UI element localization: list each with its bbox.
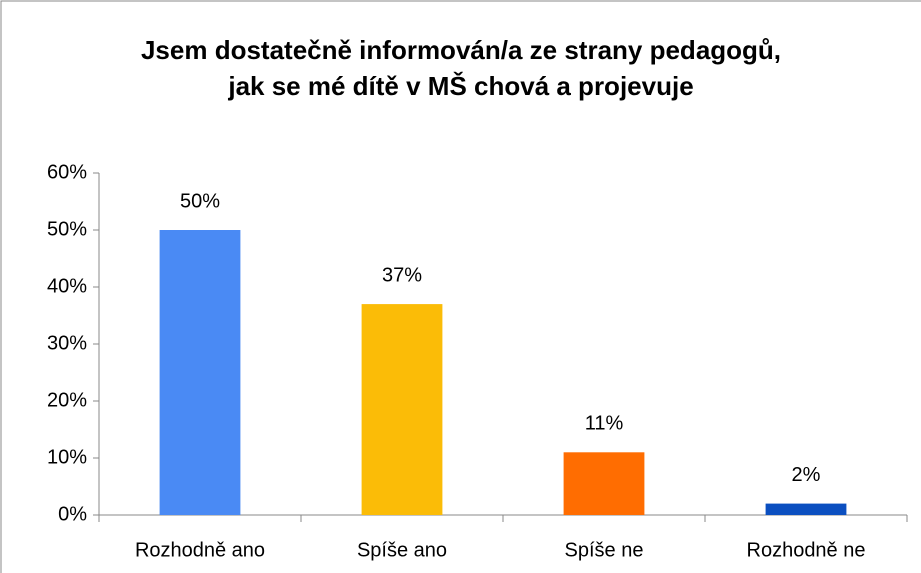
x-tick-label: Spíše ne xyxy=(565,539,644,561)
data-label: 2% xyxy=(792,464,821,486)
bar xyxy=(765,503,847,515)
y-tick-label: 30% xyxy=(47,332,87,354)
chart-title: Jsem dostatečně informován/a ze strany p… xyxy=(140,35,782,101)
x-tick-label: Rozhodně ano xyxy=(135,539,265,561)
data-label: 37% xyxy=(382,264,422,286)
x-tick-label: Rozhodně ne xyxy=(747,539,866,561)
y-tick-label: 50% xyxy=(47,218,87,240)
x-tick-label: Spíše ano xyxy=(357,539,447,561)
y-tick-label: 60% xyxy=(47,161,87,183)
bar xyxy=(361,304,443,515)
data-label: 11% xyxy=(585,413,624,435)
y-tick-label: 10% xyxy=(47,446,87,468)
y-tick-label: 0% xyxy=(58,503,87,525)
bar xyxy=(159,230,241,515)
data-label: 50% xyxy=(180,190,220,212)
bar xyxy=(563,452,645,515)
y-tick-label: 40% xyxy=(47,275,87,297)
y-tick-label: 20% xyxy=(47,389,87,411)
